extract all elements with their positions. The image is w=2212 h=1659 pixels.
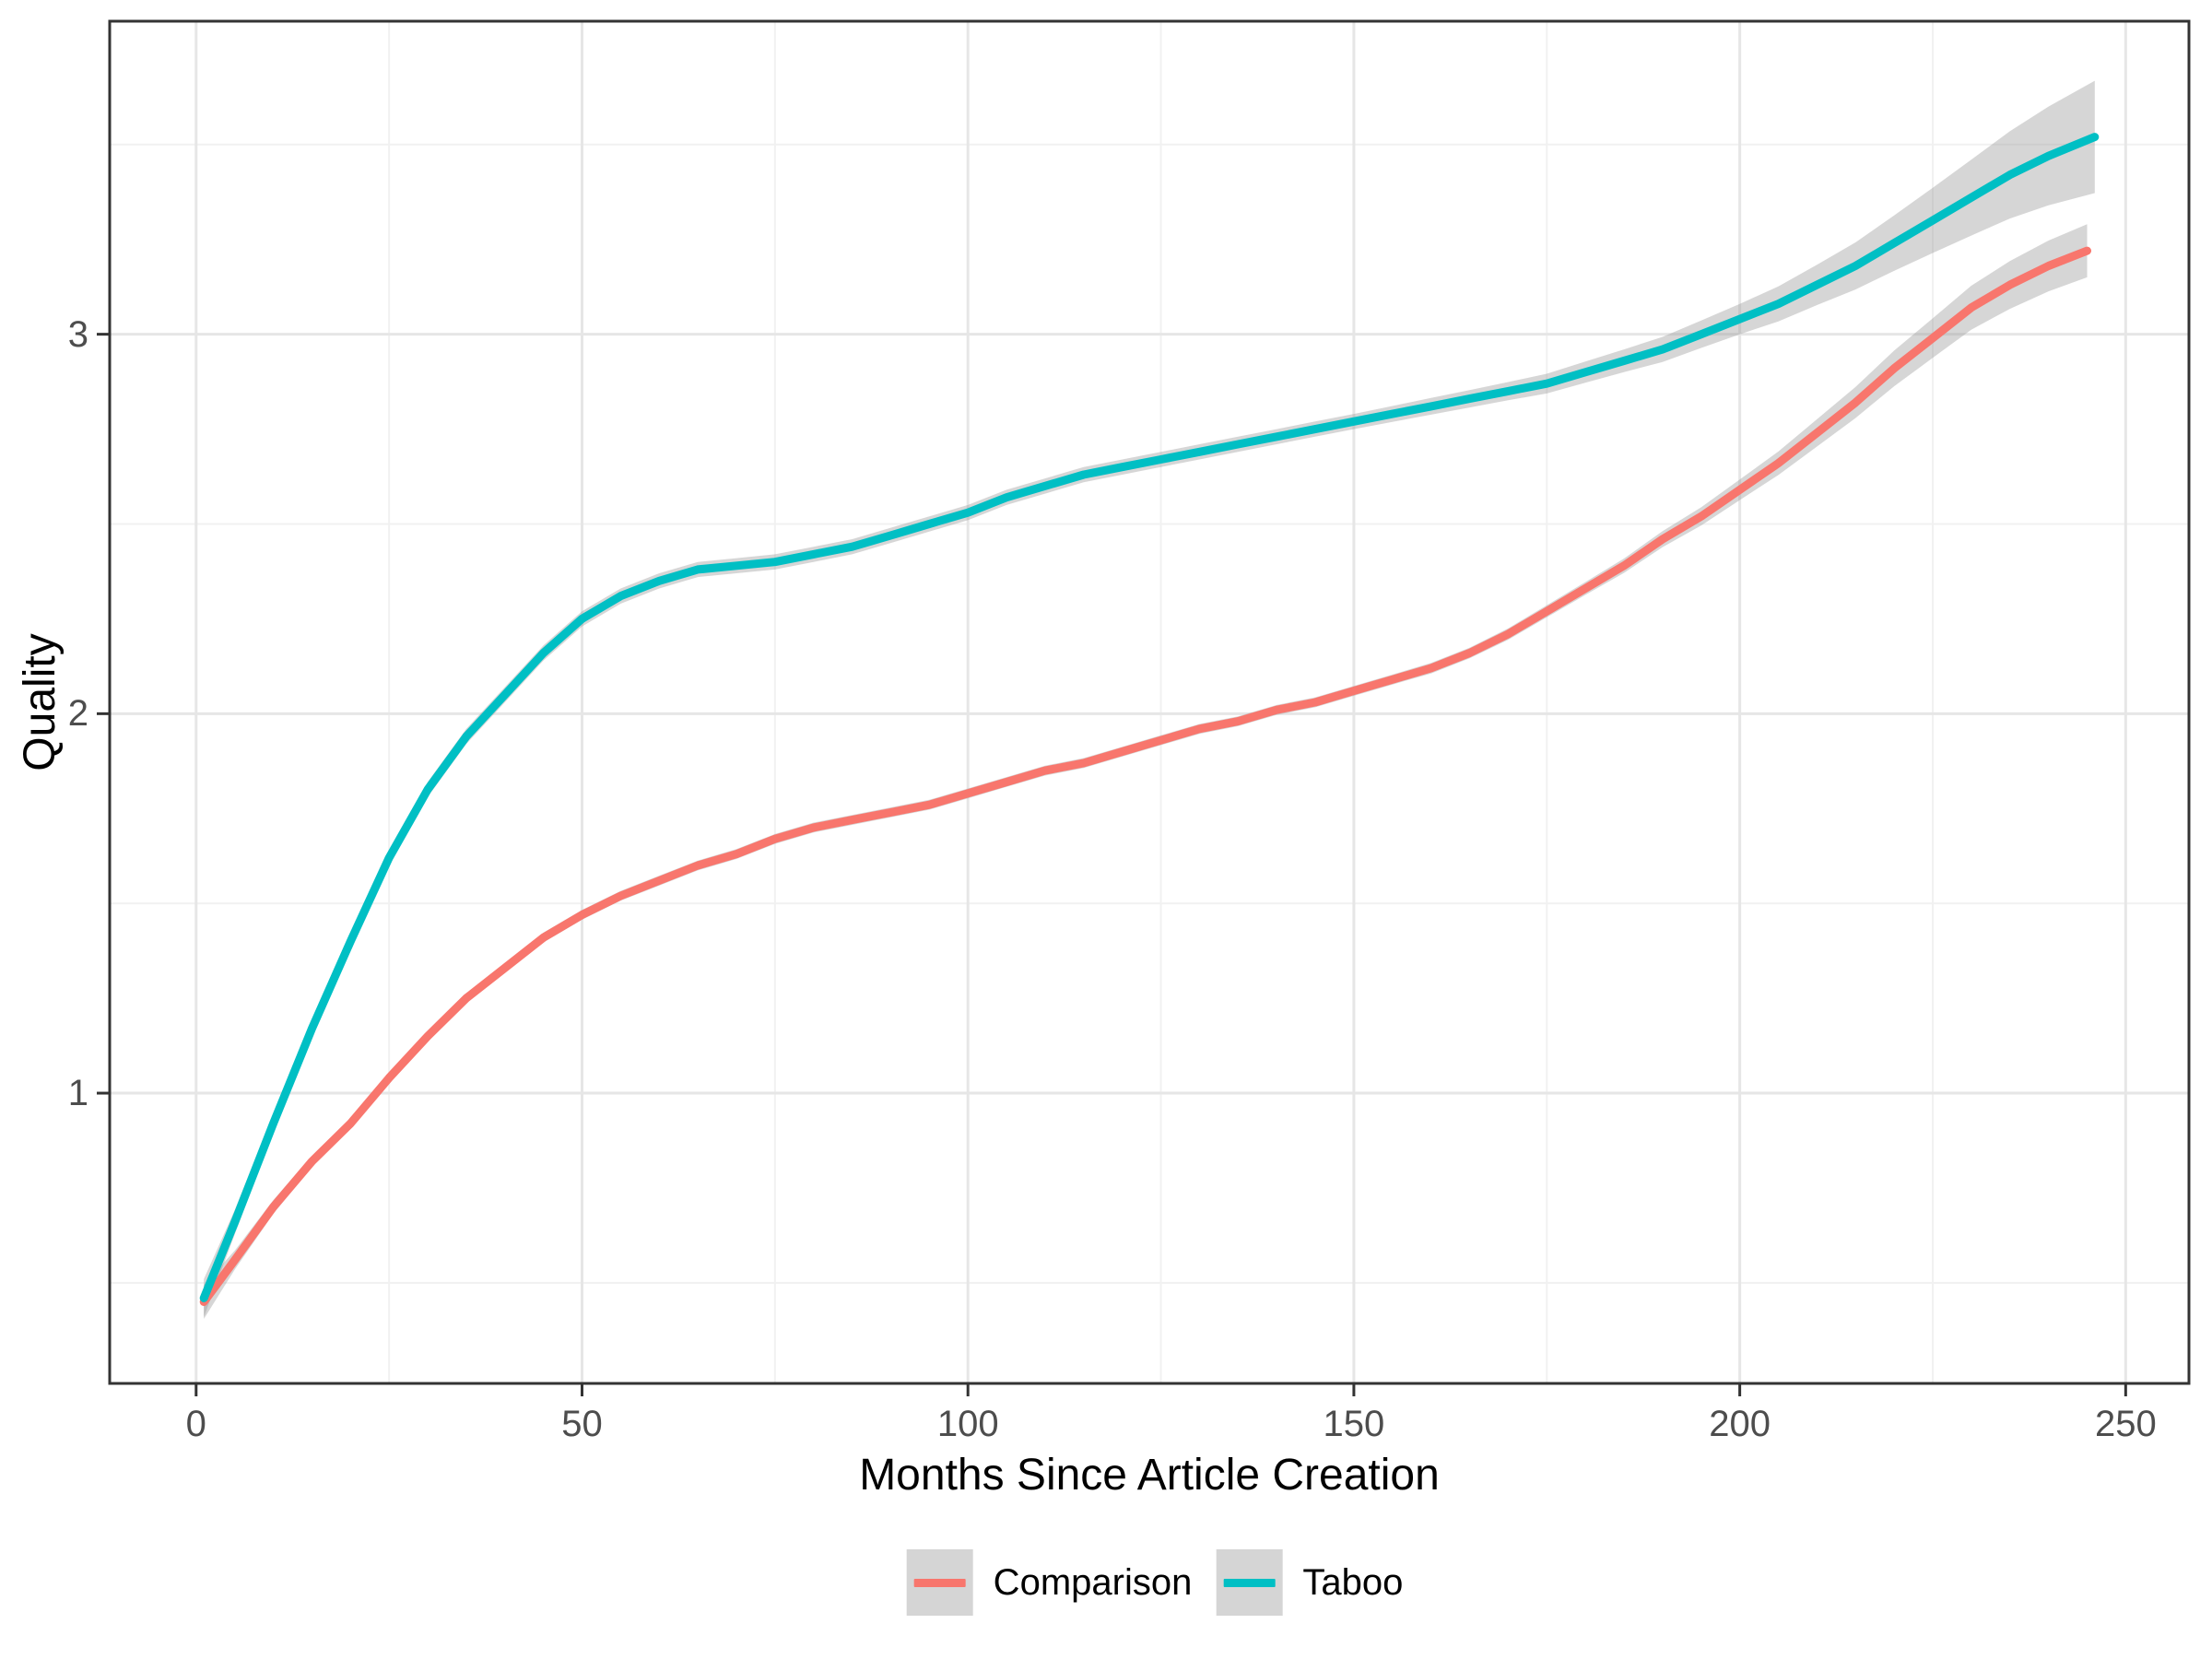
legend-swatch-line-comparison: [913, 1578, 966, 1587]
y-axis-title: Quality: [16, 633, 65, 771]
legend-key-taboo: [1216, 1549, 1283, 1616]
legend: Comparison Taboo: [906, 1549, 1403, 1616]
y-tick-label: 2: [67, 693, 88, 735]
x-axis-title: Months Since Article Creation: [859, 1451, 1440, 1500]
legend-label-taboo: Taboo: [1302, 1562, 1404, 1603]
y-tick-label: 3: [67, 313, 88, 355]
x-tick-label: 150: [1323, 1404, 1385, 1444]
x-tick-label: 250: [2094, 1404, 2157, 1444]
x-tick-label: 100: [936, 1404, 999, 1444]
line-comparison: [199, 246, 2091, 1306]
legend-swatch-line-taboo: [1223, 1578, 1276, 1587]
panel-border: [108, 19, 2191, 1385]
legend-item-taboo: Taboo: [1216, 1549, 1403, 1616]
y-tick-label: 1: [67, 1073, 88, 1114]
line-taboo: [199, 133, 2100, 1302]
x-tick-label: 200: [1709, 1404, 1771, 1444]
legend-key-comparison: [906, 1549, 973, 1616]
legend-item-comparison: Comparison: [906, 1549, 1193, 1616]
panel-background: [110, 21, 2189, 1383]
legend-label-comparison: Comparison: [993, 1562, 1193, 1603]
x-tick-label: 0: [185, 1404, 206, 1444]
x-tick-label: 50: [561, 1404, 603, 1444]
